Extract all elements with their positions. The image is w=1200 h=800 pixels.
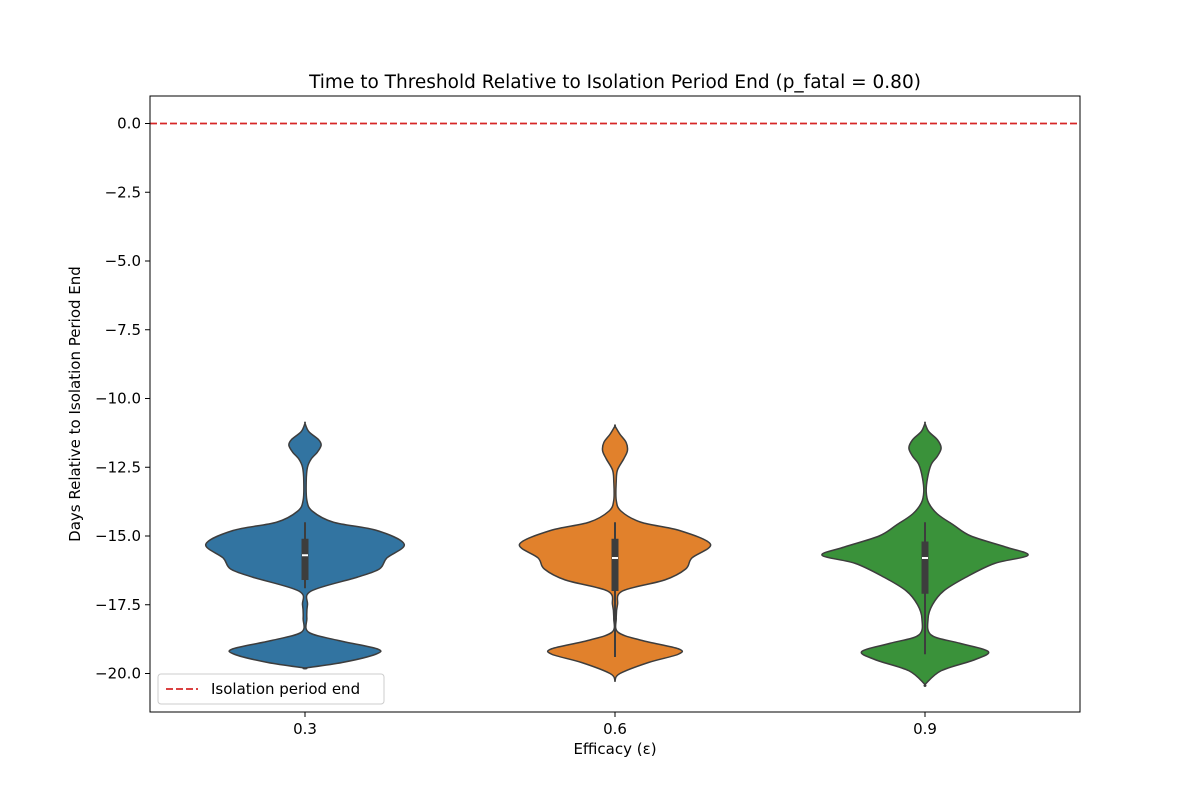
x-axis: 0.3 0.6 0.9	[293, 712, 937, 738]
legend-label: Isolation period end	[211, 680, 360, 698]
y-axis: 0.0 −2.5 −5.0 −7.5 −10.0 −12.5 −15.0 −17.5 −20.0	[95, 115, 150, 683]
y-tick-label: −12.5	[95, 458, 141, 476]
y-tick-label: −20.0	[95, 665, 141, 683]
x-tick-label: 0.3	[293, 720, 317, 738]
y-axis-label: Days Relative to Isolation Period End	[66, 266, 84, 542]
legend: Isolation period end	[157, 673, 385, 705]
x-tick-label: 0.6	[603, 720, 627, 738]
y-tick-label: −15.0	[95, 527, 141, 545]
legend-box	[157, 673, 385, 705]
y-tick-label: −10.0	[95, 390, 141, 408]
x-axis-label: Efficacy (ε)	[573, 740, 656, 758]
y-tick-label: −17.5	[95, 596, 141, 614]
iqr-box-0.6	[611, 538, 619, 591]
chart-title: Time to Threshold Relative to Isolation …	[308, 72, 921, 93]
box-layer	[301, 522, 929, 657]
y-tick-label: −2.5	[105, 183, 141, 201]
iqr-box-0.9	[921, 541, 929, 594]
x-tick-label: 0.9	[913, 720, 937, 738]
y-tick-label: 0.0	[117, 115, 141, 133]
iqr-box-0.3	[301, 538, 309, 580]
y-tick-label: −5.0	[105, 252, 141, 270]
y-tick-label: −7.5	[105, 321, 141, 339]
